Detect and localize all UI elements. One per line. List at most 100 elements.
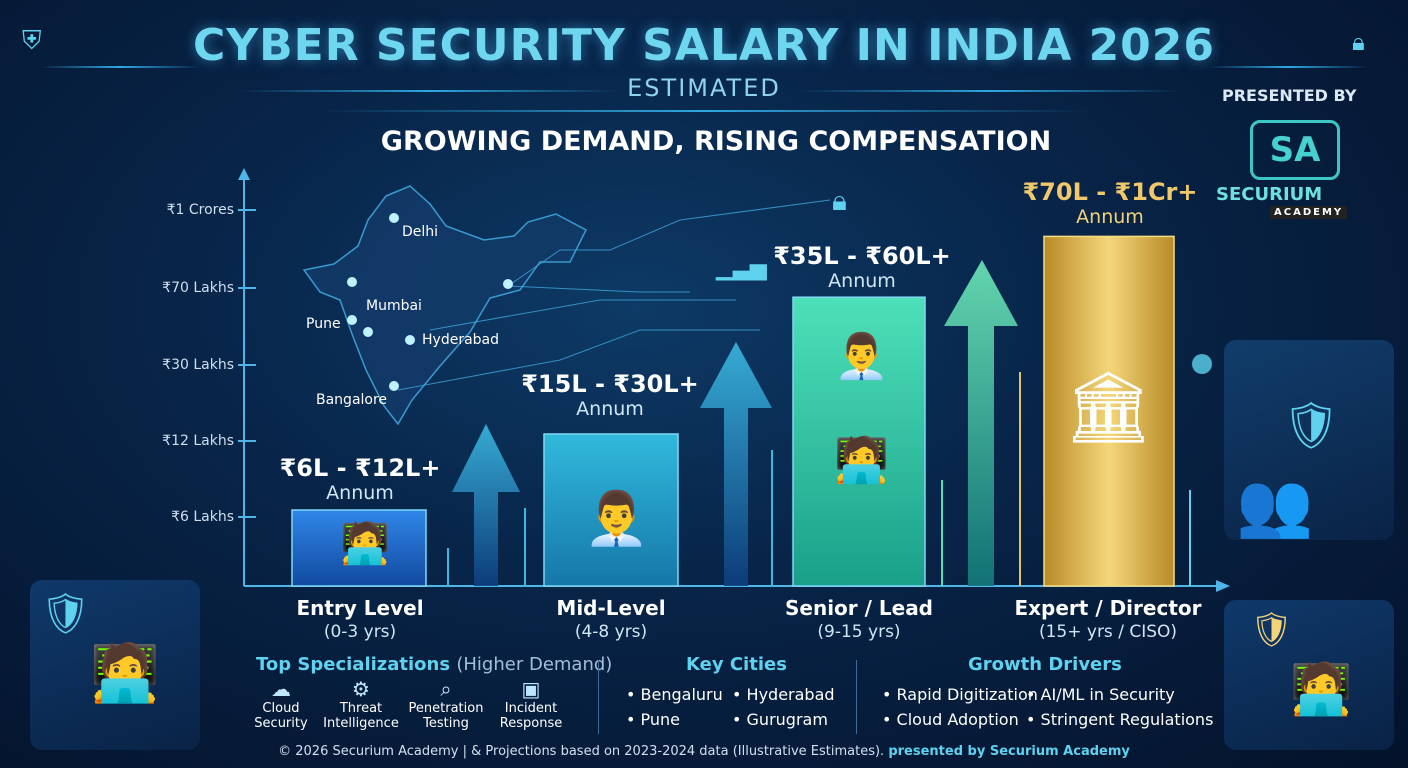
y-tick-label: ₹70 Lakhs [162, 280, 234, 296]
bar-senior [792, 296, 926, 587]
spec-cloud-security: ☁ Cloud Security [236, 677, 326, 731]
presented-by-label: PRESENTED BY [1222, 86, 1357, 105]
city-dot-bangalore [389, 381, 399, 391]
header-line-left [40, 66, 200, 68]
tier-range-entry: ₹6L - ₹12L+ [279, 454, 441, 482]
check-shield-icon: 🛡 [1250, 610, 1294, 650]
key-city-label: Hyderabad [746, 685, 835, 704]
city-label-pune: Pune [306, 316, 341, 332]
spec-label: Incident Response [499, 701, 563, 731]
city-dot [347, 277, 357, 287]
growth-drivers-heading: Growth Drivers [968, 654, 1122, 675]
city-label-hyderabad: Hyderabad [422, 332, 499, 348]
key-city-item: • Hyderabad [732, 685, 835, 704]
key-city-label: Pune [640, 710, 681, 729]
growth-driver-label: Cloud Adoption [896, 710, 1019, 729]
tier-range-senior: ₹35L - ₹60L+ [773, 242, 951, 270]
tier-years-senior: (9-15 yrs) [817, 622, 901, 642]
left-illustration [30, 580, 200, 750]
footer: © 2026 Securium Academy | & Projections … [0, 744, 1408, 759]
growth-driver-label: Stringent Regulations [1040, 710, 1214, 729]
tier-range-mid: ₹15L - ₹30L+ [521, 370, 699, 398]
professionals-icon: 👥 [1236, 468, 1314, 541]
key-city-item: • Bengaluru [626, 685, 723, 704]
right-workspace-illustration [1224, 600, 1394, 750]
y-tick-label: ₹12 Lakhs [162, 433, 234, 449]
subtitle-underline [320, 110, 1090, 112]
header-line-right [1208, 66, 1368, 68]
specializations-note: (Higher Demand) [456, 654, 613, 675]
bar-expert [1043, 235, 1175, 587]
tier-name-expert: Expert / Director [1014, 596, 1202, 620]
tier-years-mid: (4-8 yrs) [574, 622, 648, 642]
city-dot-delhi [389, 213, 399, 223]
page-title: CYBER SECURITY SALARY IN INDIA 2026 [192, 20, 1216, 71]
tier-years-entry: (0-3 yrs) [323, 622, 397, 642]
y-tick-label: ₹30 Lakhs [162, 357, 234, 373]
gear-icon: ⚙ [352, 677, 370, 701]
bar-mid [543, 433, 679, 587]
brand-logo-mark: SA [1250, 120, 1340, 180]
key-city-item: • Pune [626, 710, 681, 729]
spec-label: Cloud Security [254, 701, 308, 731]
shield-lock-icon: 🛡 [40, 591, 91, 637]
brand-subname: ACADEMY [1270, 206, 1348, 219]
workers-icon: 🧑‍💻 [90, 641, 160, 706]
brand-name: SECURIUM [1216, 184, 1323, 205]
city-dot-mumbai [363, 327, 373, 337]
spec-label: Threat Intelligence [323, 701, 399, 731]
growth-arrow [700, 342, 772, 586]
city-label-mumbai: Mumbai [366, 298, 422, 314]
tier-unit-senior: Annum [828, 270, 896, 292]
key-city-item: • Gurugram [732, 710, 828, 729]
tier-range-expert: ₹70L - ₹1Cr+ [1022, 178, 1198, 206]
footer-text: © 2026 Securium Academy | & Projections … [278, 744, 885, 759]
tier-name-entry: Entry Level [296, 596, 424, 620]
y-tick-label: ₹1 Crores [166, 202, 234, 218]
page-subtitle: ESTIMATED [627, 74, 781, 102]
shield-icon: ⛨ [22, 26, 42, 56]
person-laptop-icon: 🧑‍💻 [340, 521, 390, 567]
lock-icon: 🔒︎ [832, 184, 847, 217]
y-axis-arrowhead [238, 168, 250, 180]
growth-driver-item: • Cloud Adoption [882, 710, 1019, 729]
y-tick-label: ₹6 Lakhs [171, 509, 234, 525]
tier-name-senior: Senior / Lead [784, 596, 934, 620]
growth-driver-label: AI/ML in Security [1040, 685, 1175, 704]
lead-icon: 👨‍💼 [834, 331, 889, 382]
city-dot [503, 279, 513, 289]
right-monitor-illustration [1224, 340, 1394, 540]
city-dot-pune [347, 315, 357, 325]
city-label-delhi: Delhi [402, 224, 439, 240]
bar-chart-icon: ▁▃▅ [716, 256, 767, 281]
divider [856, 660, 857, 734]
growth-arrow [944, 260, 1018, 586]
spec-threat-intelligence: ⚙ Threat Intelligence [316, 677, 406, 731]
tagline: GROWING DEMAND, RISING COMPENSATION [380, 126, 1052, 157]
engineer-icon: 🧑‍💻 [834, 435, 889, 486]
monitor-icon: ▣ [521, 677, 541, 701]
tier-years-expert: (15+ yrs / CISO) [1038, 622, 1178, 642]
lock-icon: 🔒︎ [1352, 28, 1365, 56]
growth-arrow [452, 424, 520, 586]
shield-lock-icon: 🛡 [1282, 398, 1341, 452]
spec-label: Penetration Testing [408, 701, 484, 731]
subtitle-line-left [240, 90, 620, 92]
bank-key-icon: 🏛 [1064, 366, 1153, 448]
tier-unit-mid: Annum [576, 398, 644, 420]
search-icon: ⌕ [440, 677, 452, 701]
growth-driver-item: • AI/ML in Security [1026, 685, 1175, 704]
divider [598, 660, 599, 734]
growth-driver-item: • Stringent Regulations [1026, 710, 1214, 729]
specializations-title: Top Specializations [256, 654, 451, 675]
x-axis-arrowhead [1216, 580, 1230, 592]
workers-icon: 🧑‍💻 [1290, 660, 1353, 718]
spec-incident-response: ▣ Incident Response [486, 677, 576, 731]
specializations-heading: Top Specializations (Higher Demand) [256, 654, 612, 675]
tier-name-mid: Mid-Level [556, 596, 666, 620]
cloud-icon: ☁ [271, 677, 291, 701]
tier-unit-entry: Annum [326, 482, 394, 504]
subtitle-line-right [800, 90, 1180, 92]
city-dot-hyderabad [405, 335, 415, 345]
